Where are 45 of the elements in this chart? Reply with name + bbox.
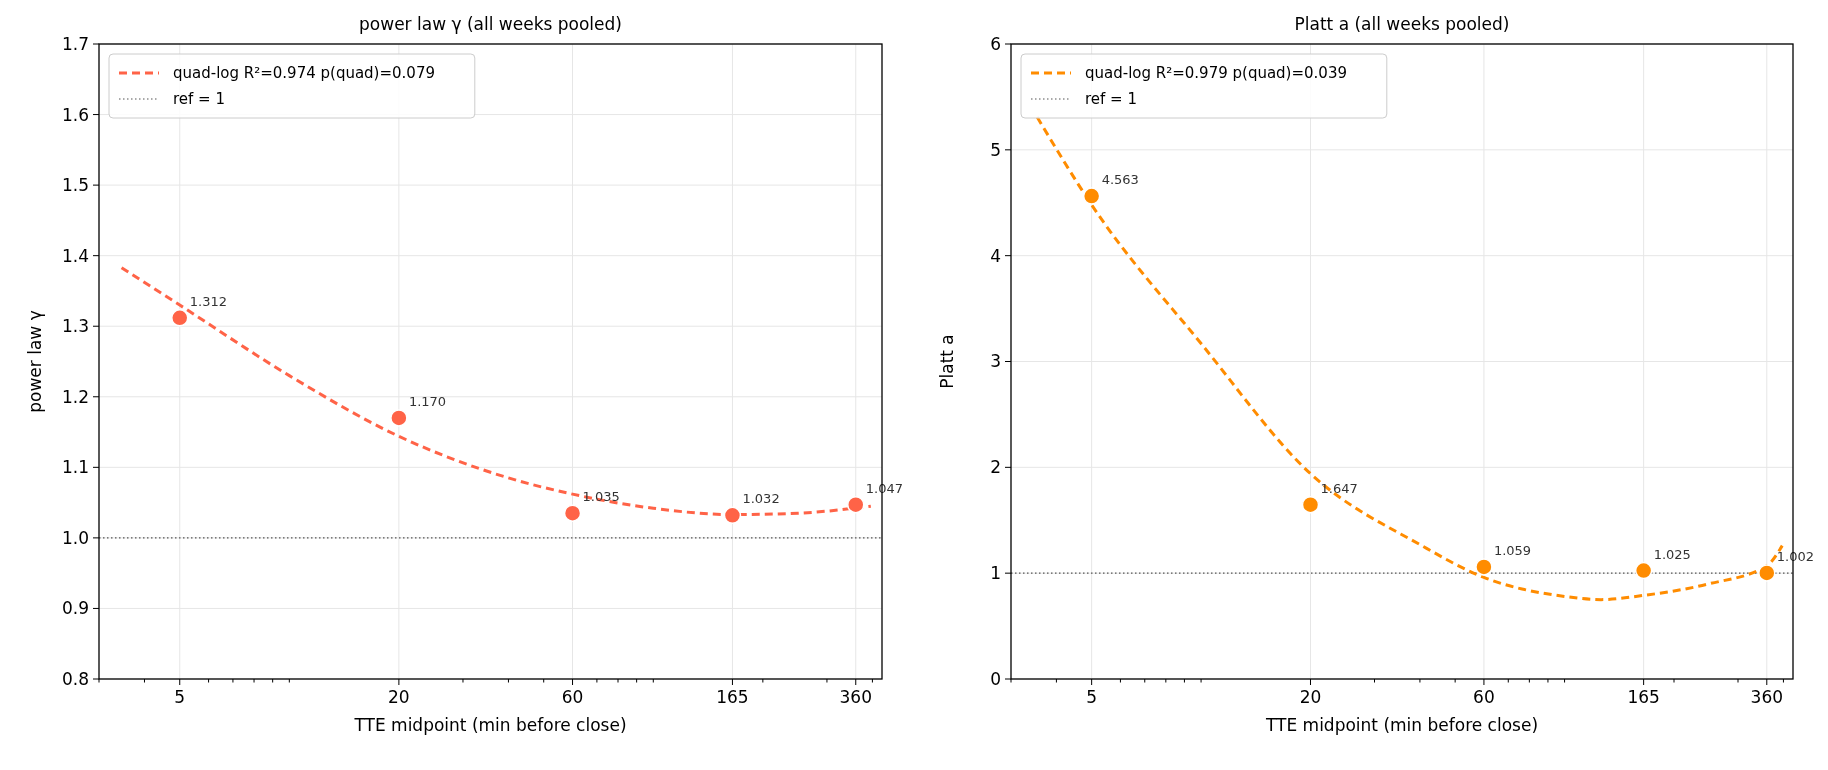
y-tick-label: 1.4 [61,245,89,266]
y-tick-label: 1.5 [61,175,89,196]
x-tick-label: 360 [839,687,872,707]
x-tick-label: 165 [716,687,749,707]
x-tick-label: 20 [388,687,410,707]
data-label: 1.059 [1493,542,1532,558]
y-tick-label: 1.7 [61,33,89,54]
x-tick-label: 5 [1086,687,1098,707]
y-tick-label: 1.1 [61,457,89,478]
data-label: 4.563 [1101,172,1139,188]
y-tick-label: 1 [990,563,1001,584]
data-label: 1.170 [408,393,447,409]
y-tick-label: 2 [990,457,1001,478]
x-axis-title: TTE midpoint (min before close) [1264,715,1539,735]
y-tick-label: 4 [990,245,1001,266]
x-tick-label: 360 [1750,687,1784,707]
y-axis-title: power law γ [25,310,45,413]
legend-label: quad-log R²=0.974 p(quad)=0.079 [173,64,435,83]
legend-label: ref = 1 [1085,90,1137,109]
chart-title: Platt a (all weeks pooled) [1294,14,1510,34]
y-tick-label: 0 [990,668,1001,689]
y-tick-label: 1.2 [61,386,89,407]
y-tick-label: 0.8 [61,668,89,689]
data-label: 1.035 [582,489,620,505]
y-tick-label: 1.0 [61,527,89,548]
x-tick-label: 20 [1299,687,1322,707]
x-tick-label: 60 [561,687,584,707]
y-tick-label: 3 [990,351,1001,372]
chart-title: power law γ (all weeks pooled) [359,14,622,34]
y-tick-label: 5 [990,139,1001,160]
x-tick-label: 165 [1627,687,1660,707]
y-tick-label: 1.6 [61,104,89,125]
legend-label: ref = 1 [173,90,225,109]
x-tick-label: 5 [174,687,186,707]
y-tick-label: 1.3 [61,316,89,337]
x-axis-title: TTE midpoint (min before close) [353,715,627,735]
x-tick-label: 60 [1473,687,1495,707]
y-tick-label: 6 [990,33,1001,54]
legend-label: quad-log R²=0.979 p(quad)=0.039 [1085,64,1347,83]
data-label: 1.312 [189,293,227,309]
data-label: 1.647 [1320,480,1358,496]
data-label: 1.032 [742,491,780,507]
y-tick-label: 0.9 [61,598,89,619]
data-label: 1.025 [1653,546,1691,562]
y-axis-title: Platt a [937,334,957,389]
